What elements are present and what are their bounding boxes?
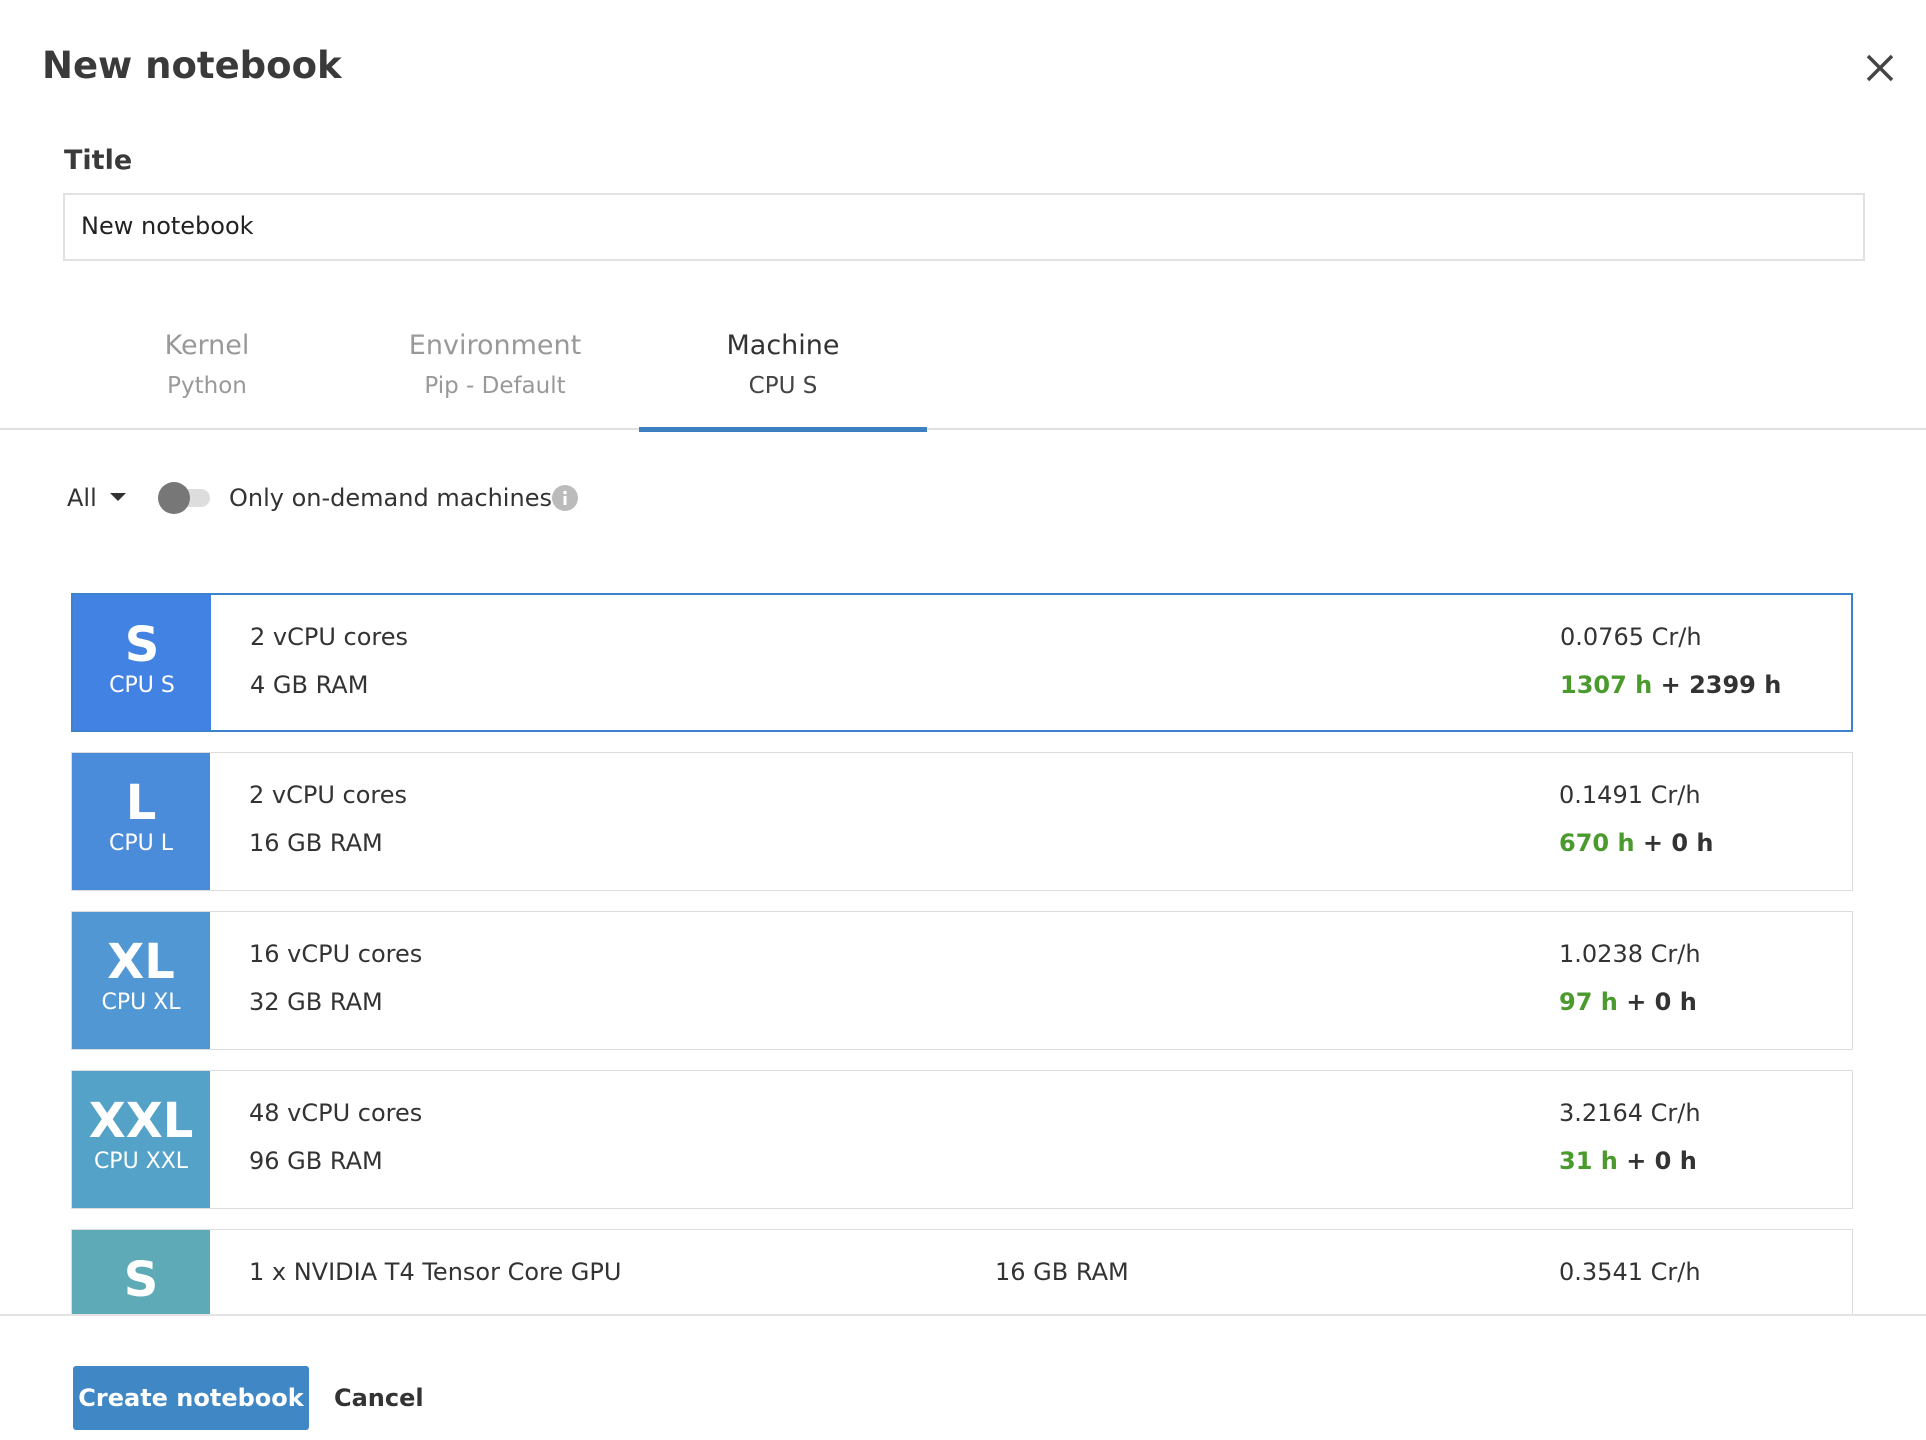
tab-underline — [639, 427, 927, 432]
spec: 2 vCPU cores — [249, 781, 408, 809]
field-label: Title — [64, 145, 133, 176]
toggle[interactable] — [156, 480, 212, 516]
price: 0.0765 Cr/h — [1560, 623, 1702, 651]
hours-rest: + 0 h — [1626, 988, 1697, 1016]
hours: 670 h + 0 h — [1559, 829, 1714, 857]
tab[interactable]: Kernel Python — [57, 330, 357, 399]
tab-value: Pip - Default — [424, 373, 566, 399]
spec: 16 GB RAM — [249, 829, 383, 857]
machine-row[interactable]: S CPU S 2 vCPU cores 4 GB RAM 0.0765 Cr/h 130… — [71, 593, 1853, 732]
price: 0.3541 Cr/h — [1559, 1258, 1701, 1286]
title-input[interactable]: New notebook — [63, 193, 1865, 261]
hours: 1307 h + 2399 h — [1560, 671, 1781, 699]
machine-badge: S — [72, 1230, 210, 1314]
hours-free: 31 h — [1559, 1147, 1618, 1175]
machine-badge: XL CPU XL — [72, 912, 210, 1049]
tab[interactable]: Machine CPU S — [633, 330, 933, 399]
hours-free: 1307 h — [1560, 671, 1653, 699]
machine-badge: L CPU L — [72, 753, 210, 890]
close-button[interactable] — [1866, 54, 1894, 82]
price: 0.1491 Cr/h — [1559, 781, 1701, 809]
toggle-label: Only on-demand machines — [229, 484, 552, 512]
tab-label: Kernel — [164, 330, 250, 361]
badge-size: XL — [107, 934, 175, 990]
tab-value: Python — [167, 373, 247, 399]
machine-row[interactable]: L CPU L 2 vCPU cores 16 GB RAM 0.1491 Cr/h 67… — [71, 752, 1853, 891]
hours: 31 h + 0 h — [1559, 1147, 1697, 1175]
tab[interactable]: Environment Pip - Default — [345, 330, 645, 399]
machine-row[interactable]: XL CPU XL 16 vCPU cores 32 GB RAM 1.0238 Cr/… — [71, 911, 1853, 1050]
dialog-title: New notebook — [42, 44, 342, 87]
price: 3.2164 Cr/h — [1559, 1099, 1701, 1127]
hours-rest: + 0 h — [1626, 1147, 1697, 1175]
tab-divider — [0, 428, 1926, 430]
spec: 2 vCPU cores — [250, 623, 409, 651]
badge-size: S — [124, 617, 160, 673]
machine-row[interactable]: XXL CPU XXL 48 vCPU cores 96 GB RAM 3.2164 C… — [71, 1070, 1853, 1209]
dropdown-caret — [110, 493, 126, 501]
footer-divider — [0, 1314, 1926, 1316]
spec: 48 vCPU cores — [249, 1099, 423, 1127]
tab-label: Environment — [408, 330, 582, 361]
spec: 16 vCPU cores — [249, 940, 423, 968]
cancel-button[interactable]: Cancel — [334, 1384, 424, 1412]
spec: 96 GB RAM — [249, 1147, 383, 1175]
hours-rest: + 0 h — [1642, 829, 1714, 857]
tab-value: CPU S — [748, 373, 818, 399]
hours-rest: + 2399 h — [1660, 671, 1782, 699]
info-icon[interactable] — [551, 484, 579, 512]
machine-badge: XXL CPU XXL — [72, 1071, 210, 1208]
spec: 32 GB RAM — [249, 988, 383, 1016]
tab-label: Machine — [726, 330, 840, 361]
badge-size: L — [125, 775, 157, 831]
machine-row[interactable]: S 1 x NVIDIA T4 Tensor Core GPU 16 GB RAM 0… — [71, 1229, 1853, 1314]
spec: 16 GB RAM — [995, 1258, 1129, 1286]
badge-name: CPU XXL — [93, 1149, 189, 1174]
badge-size: S — [123, 1252, 159, 1308]
badge-name: CPU S — [109, 673, 175, 698]
hours-free: 97 h — [1559, 988, 1618, 1016]
input-value: New notebook — [81, 212, 254, 240]
machine-badge: S CPU S — [73, 595, 211, 730]
hours-free: 670 h — [1559, 829, 1635, 857]
price: 1.0238 Cr/h — [1559, 940, 1701, 968]
create-button[interactable]: Create notebook — [73, 1366, 309, 1430]
badge-name: CPU XL — [101, 990, 181, 1015]
badge-name: CPU L — [109, 831, 173, 856]
spec: 4 GB RAM — [250, 671, 369, 699]
badge-size: XXL — [88, 1093, 194, 1149]
spec: 1 x NVIDIA T4 Tensor Core GPU — [249, 1258, 622, 1286]
hours: 97 h + 0 h — [1559, 988, 1697, 1016]
filter-dropdown[interactable]: All — [67, 484, 97, 512]
